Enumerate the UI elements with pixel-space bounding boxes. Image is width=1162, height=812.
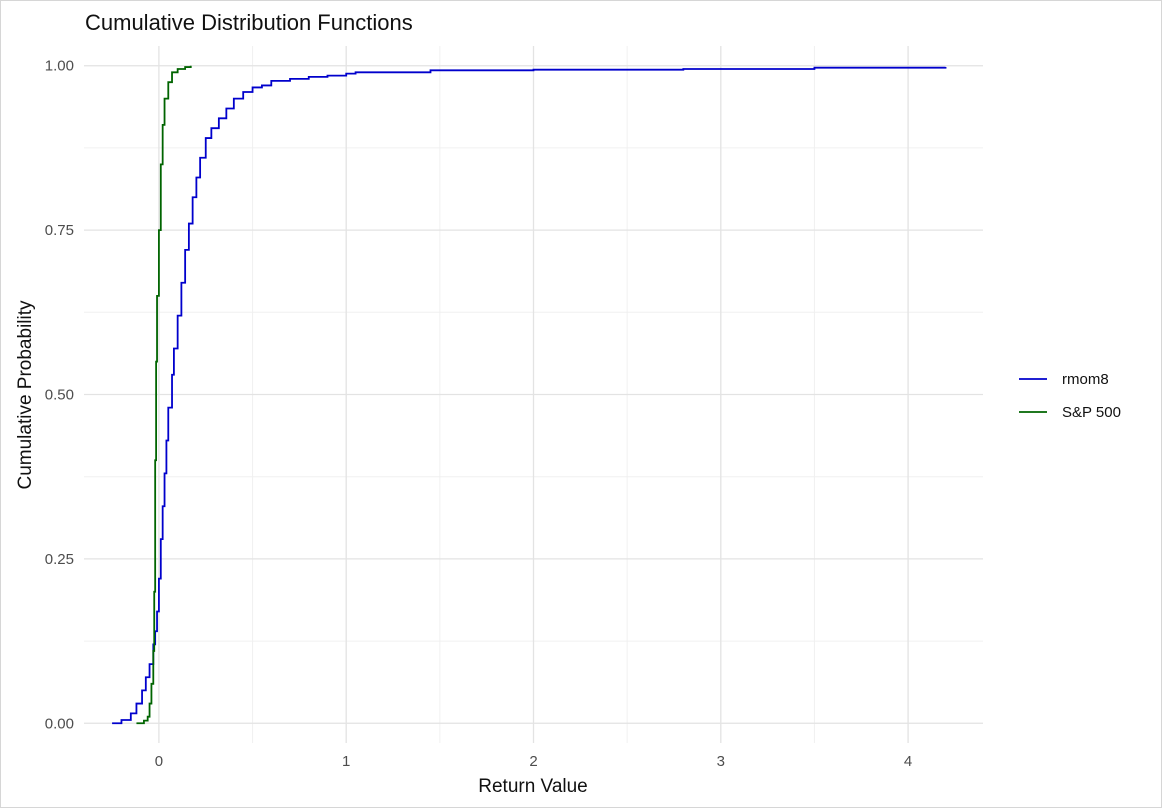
x-tick-label: 2 (529, 753, 537, 770)
x-tick-label: 4 (904, 753, 912, 770)
y-tick-label: 1.00 (45, 58, 74, 75)
y-axis-title: Cumulative Probability (15, 300, 36, 490)
y-tick-label: 0.75 (45, 222, 74, 239)
x-tick-label: 3 (717, 753, 725, 770)
y-tick-label: 0.00 (45, 715, 74, 732)
tick-layer: 0 1 2 3 4 0.00 0.25 0.50 0.75 1.00 (45, 58, 912, 770)
chart-title: Cumulative Distribution Functions (85, 10, 413, 35)
x-axis-title: Return Value (478, 776, 588, 797)
x-tick-label: 0 (155, 753, 163, 770)
y-tick-label: 0.50 (45, 387, 74, 404)
y-tick-label: 0.25 (45, 551, 74, 568)
series-layer (112, 65, 947, 725)
grid-layer (84, 46, 983, 743)
legend-label: rmom8 (1062, 371, 1109, 388)
legend: rmom8 S&P 500 (1019, 371, 1121, 421)
x-tick-label: 1 (342, 753, 350, 770)
legend-label: S&P 500 (1062, 404, 1121, 421)
series-line-sp500 (136, 65, 192, 725)
series-line-rmom8 (112, 66, 947, 725)
